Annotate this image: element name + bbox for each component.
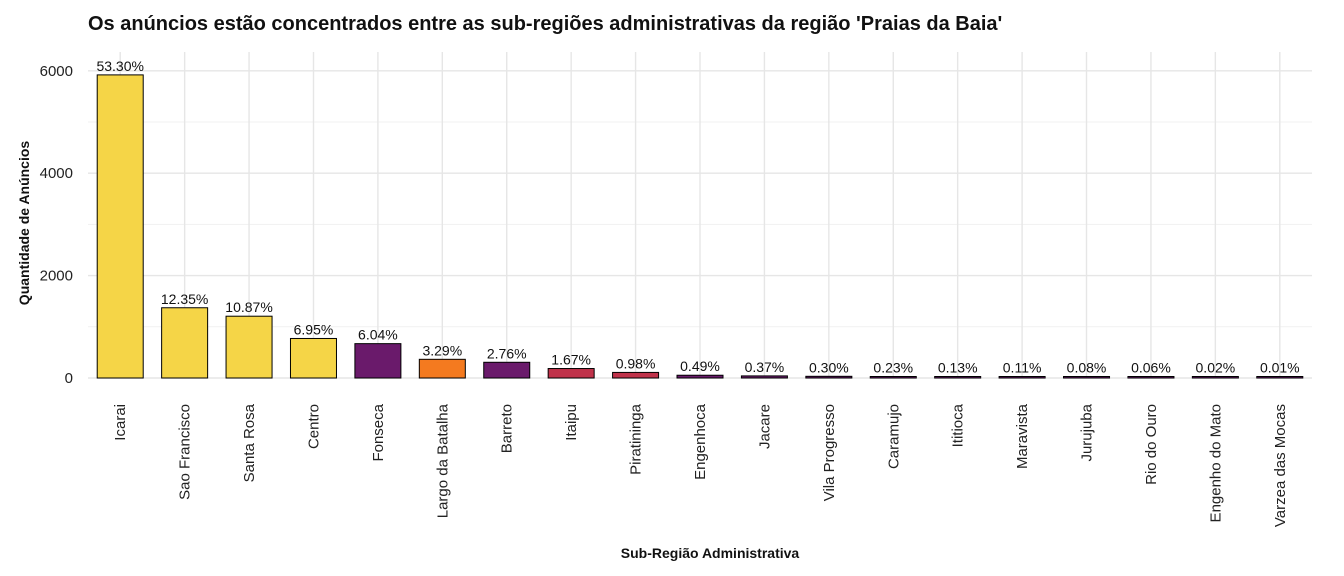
y-tick-label: 0 [65, 370, 73, 387]
x-tick-label: Engenho do Mato [1207, 404, 1224, 522]
bar [869, 376, 917, 379]
bar [483, 361, 531, 379]
bar [96, 74, 144, 379]
data-labels: 53.30% 12.35% 10.87% 6.95% 6.04% 3.29% 2.76% 1.… [96, 58, 1299, 376]
y-tick-label: 2000 [40, 268, 73, 285]
data-label: 10.87% [225, 299, 272, 315]
data-label: 3.29% [422, 342, 462, 358]
data-label: 6.04% [358, 327, 398, 343]
data-label: 0.30% [809, 359, 849, 375]
x-tick-label: Santa Rosa [241, 403, 258, 482]
data-label: 0.06% [1131, 360, 1171, 376]
bar [418, 358, 466, 379]
data-label: 0.49% [680, 358, 720, 374]
x-tick-label: Maravista [1014, 403, 1031, 469]
x-tick-label: Varzea das Mocas [1272, 404, 1289, 527]
x-tick-label: Ititioca [950, 403, 967, 447]
bar [1256, 376, 1304, 379]
bar [161, 307, 209, 379]
data-label: 0.11% [1003, 360, 1042, 376]
bars [96, 74, 1304, 379]
y-axis-title: Quantidade de Anúncios [16, 141, 32, 306]
data-label: 0.13% [938, 360, 978, 376]
x-tick-label: Fonseca [370, 403, 387, 461]
bar [805, 375, 853, 379]
data-label: 12.35% [161, 291, 208, 307]
bar [1063, 376, 1111, 379]
x-tick-label: Sao Francisco [177, 404, 194, 500]
chart-title: Os anúncios estão concentrados entre as … [88, 13, 1002, 35]
y-axis-ticks: 0 2000 4000 6000 [40, 63, 73, 387]
data-label: 0.01% [1260, 360, 1300, 376]
bar [740, 375, 788, 379]
x-axis-title: Sub-Região Administrativa [621, 545, 800, 561]
data-label: 53.30% [96, 58, 143, 74]
x-tick-label: Centro [305, 404, 322, 449]
y-tick-label: 4000 [40, 165, 73, 182]
x-tick-label: Rio do Ouro [1143, 404, 1160, 485]
data-label: 0.08% [1067, 360, 1107, 376]
x-tick-label: Caramujo [885, 404, 902, 469]
data-label: 6.95% [294, 321, 334, 337]
data-label: 2.76% [487, 345, 527, 361]
data-label: 0.98% [616, 355, 656, 371]
y-tick-label: 6000 [40, 63, 73, 80]
bar [289, 337, 337, 379]
x-tick-label: Jurujuba [1079, 403, 1096, 461]
x-axis-ticks: Icarai Sao Francisco Santa Rosa Centro Fonse… [112, 403, 1289, 527]
bar [1191, 376, 1239, 379]
data-label: 0.37% [745, 359, 785, 375]
bar [612, 371, 660, 379]
bar [934, 376, 982, 379]
bar [547, 368, 595, 379]
data-label: 1.67% [551, 352, 591, 368]
x-tick-label: Jacare [756, 404, 773, 449]
x-tick-label: Barreto [499, 404, 516, 453]
bar [676, 374, 724, 379]
x-tick-label: Largo da Batalha [434, 403, 451, 518]
x-tick-label: Engenhoca [692, 403, 709, 480]
x-tick-label: Icarai [112, 404, 129, 441]
x-tick-label: Itaipu [563, 404, 580, 441]
data-label: 0.23% [873, 360, 913, 376]
bar [354, 343, 402, 379]
data-label: 0.02% [1196, 360, 1236, 376]
x-tick-label: Piratininga [628, 403, 645, 475]
bar [998, 376, 1046, 379]
bar [1127, 376, 1175, 379]
x-tick-label: Vila Progresso [821, 404, 838, 501]
bar [225, 315, 273, 379]
grid [88, 52, 1312, 379]
